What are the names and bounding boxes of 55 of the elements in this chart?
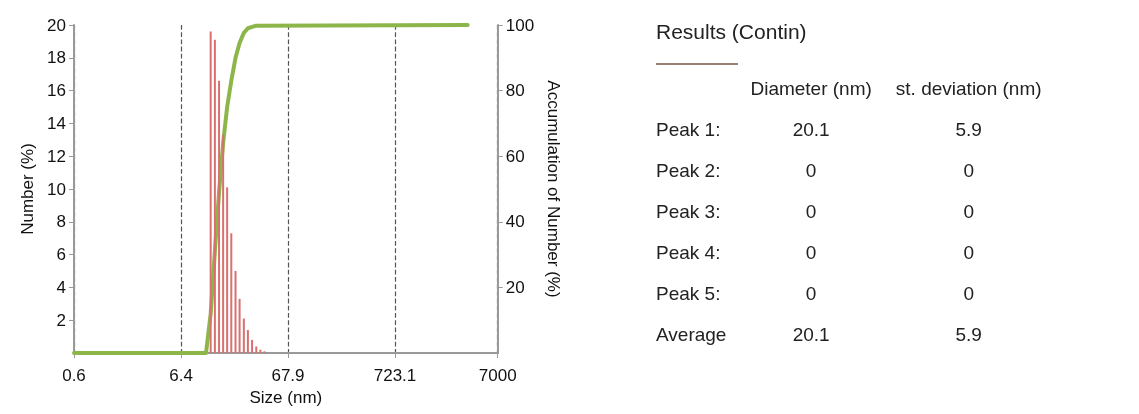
y2-tick-label: 80: [505, 81, 525, 101]
y-tick-label: 4: [56, 277, 66, 297]
x-tick-label: 0.6: [62, 366, 86, 385]
y2-tick-label: 20: [505, 277, 525, 297]
y-axis-title: Number (%): [18, 143, 38, 235]
text: 0: [805, 282, 817, 304]
y2-tick-label: 100: [505, 15, 535, 35]
category-label: Peak 4:: [656, 241, 721, 263]
text: 0: [963, 159, 974, 181]
text: 20.1: [792, 118, 830, 140]
x-tick-label: 67.9: [271, 366, 305, 385]
y-tick-label: 18: [47, 48, 66, 68]
bar: [226, 187, 229, 353]
y-tick-label: 2: [56, 310, 66, 330]
y-tick-label: 14: [47, 113, 66, 133]
bar: [222, 134, 225, 353]
y-tick-label: 8: [56, 212, 66, 232]
bar: [218, 80, 221, 353]
category-label: st. deviation (nm): [894, 76, 1043, 101]
text: 5.9: [955, 323, 982, 345]
text: 0: [963, 282, 974, 304]
category-label: Peak 2:: [656, 159, 721, 181]
bar: [251, 339, 254, 353]
text: Results (Contin): [656, 20, 807, 44]
category-label: Peak 5:: [656, 282, 721, 304]
x-tick-label: 723.1: [373, 366, 417, 385]
category-label: Average: [656, 323, 727, 345]
bar: [238, 298, 241, 353]
text: 0: [963, 241, 974, 263]
category-label: Peak 3:: [656, 200, 721, 222]
x-tick-label: 6.4: [169, 366, 193, 385]
bar: [242, 318, 245, 353]
category-label: Diameter (nm): [749, 76, 873, 101]
bar: [209, 31, 212, 353]
text: 20.1: [792, 323, 830, 345]
y-tick-label: 16: [47, 81, 66, 101]
bar: [246, 330, 249, 353]
text: 0: [805, 159, 817, 181]
y-tick-label: 6: [56, 245, 66, 265]
bar: [230, 233, 233, 353]
y-tick-label: 20: [47, 15, 66, 35]
y2-tick-label: 60: [505, 146, 525, 166]
x-axis-title: Size (nm): [249, 387, 323, 407]
y2-tick-label: 40: [505, 212, 525, 232]
text: 0: [805, 241, 817, 263]
text: 0: [963, 200, 974, 222]
x-tick-label: 7000: [478, 366, 517, 385]
category-label: Peak 1:: [656, 118, 721, 140]
bar: [213, 39, 216, 353]
y-tick-label: 12: [47, 146, 66, 166]
y-tick-label: 10: [47, 179, 66, 199]
y2-axis-title: Accumulation of Number (%): [544, 80, 563, 298]
bar: [234, 271, 237, 353]
text: 5.9: [955, 118, 982, 140]
text: 0: [805, 200, 817, 222]
